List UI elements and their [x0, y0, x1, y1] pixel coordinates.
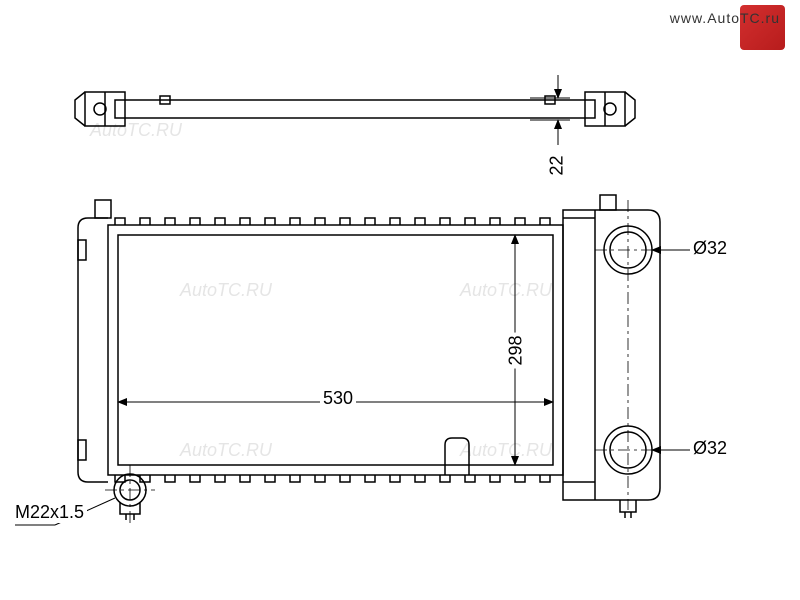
top-view	[75, 92, 635, 126]
dim-port-bot-label: Ø32	[690, 438, 730, 459]
dim-bracket-label: 22	[547, 152, 568, 178]
dim-height-label: 298	[506, 332, 527, 368]
dim-width-label: 530	[320, 388, 356, 409]
technical-drawing	[0, 0, 800, 600]
dim-port-top-label: Ø32	[690, 238, 730, 259]
dim-22	[530, 75, 570, 145]
main-view	[78, 195, 660, 520]
dim-thread-label: M22x1.5	[12, 502, 87, 523]
